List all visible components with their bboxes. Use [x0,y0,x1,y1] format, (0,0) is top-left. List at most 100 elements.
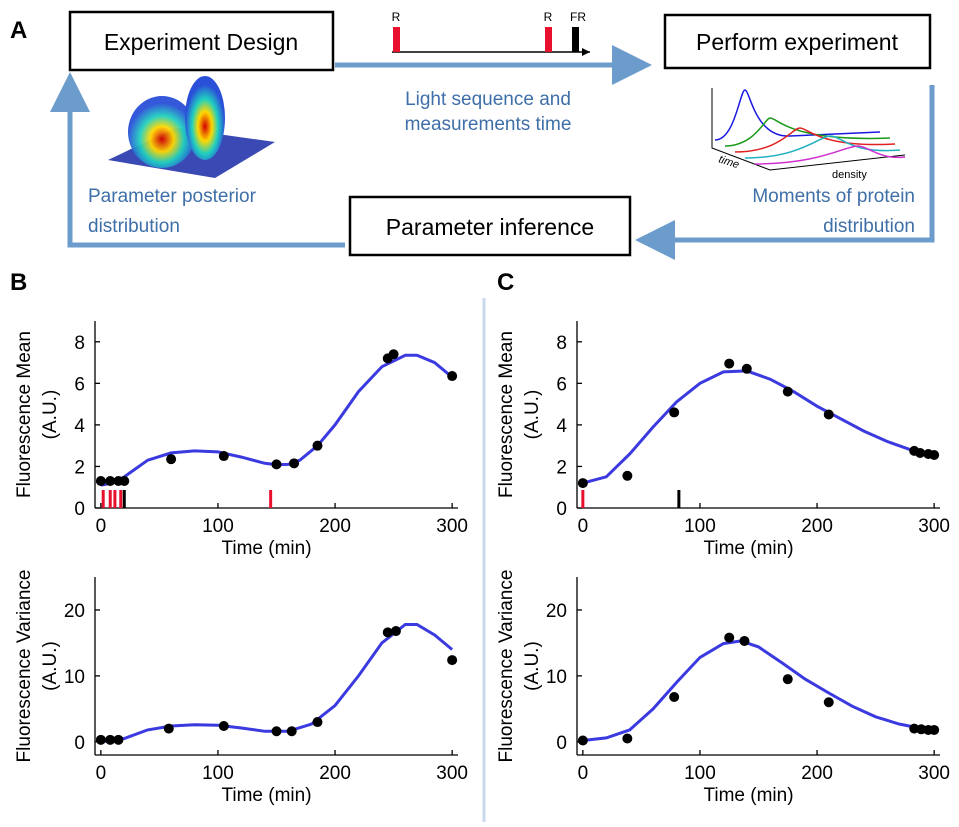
fit-line [100,623,454,744]
y-tick-label: 0 [556,733,567,754]
data-point [218,720,229,731]
data-point [929,724,940,735]
panel-label: C [497,269,514,296]
data-point [447,655,458,666]
x-tick-label: 0 [96,516,107,537]
box [663,13,932,70]
data-point [577,478,588,489]
data-point [388,349,399,360]
x-tick-label: 300 [918,516,950,537]
light-pulse [581,490,585,508]
y-tick-label: 2 [556,457,567,478]
fit-line [100,353,454,487]
data-point [382,627,393,638]
data-point [739,635,750,646]
data-point [289,458,300,469]
data-point [271,726,282,737]
panel-label: B [10,269,27,296]
y-label: (A.U.) [522,641,543,691]
light-pulse [119,490,123,508]
x-tick-label: 300 [436,516,468,537]
light-pulse [269,490,273,508]
data-point [447,371,458,382]
x-tick-label: 300 [436,763,468,784]
x-tick-label: 200 [319,763,351,784]
y-label: (A.U.) [522,390,543,440]
box-label: Experiment Design [104,29,298,55]
data-point [218,451,229,462]
x-tick-label: 100 [684,516,716,537]
box-label: Parameter inference [386,214,594,240]
posterior-surface [108,76,275,178]
box [348,195,632,257]
y-tick-label: 0 [556,499,567,520]
data-point [271,459,282,470]
y-label: (A.U.) [40,641,61,691]
data-point [929,450,940,461]
axis-note: density [832,169,867,181]
light-sequence: R R FR [392,10,590,56]
note: distribution [823,216,915,237]
note: Parameter posterior [88,186,257,207]
note: Moments of protein [752,186,915,207]
seq-label: R [392,10,401,24]
data-point [782,386,793,397]
data-point [622,733,633,744]
fit-line [582,369,935,485]
data-point [823,697,834,708]
note: measurements time [405,114,572,135]
y-label: Fluorescence Mean [496,331,517,498]
data-point [119,475,130,486]
data-point [823,409,834,420]
x-tick-label: 200 [319,516,351,537]
data-point [113,734,124,745]
data-point [95,734,106,745]
data-point [724,632,735,643]
data-point [669,407,680,418]
x-tick-label: 0 [578,763,589,784]
x-label: Time (min) [221,785,311,806]
data-point [312,440,323,451]
x-tick-label: 100 [684,763,716,784]
y-tick-label: 20 [546,601,567,622]
y-tick-label: 0 [74,499,85,520]
data-point [390,626,401,637]
x-tick-label: 100 [202,763,234,784]
x-label: Time (min) [703,785,793,806]
y-tick-label: 20 [64,601,85,622]
data-point [286,726,297,737]
y-label: Fluorescence Variance [496,570,517,763]
data-point [669,691,680,702]
y-tick-label: 2 [74,457,85,478]
y-tick-label: 0 [74,733,85,754]
axis-note: time [717,153,740,171]
x-label: Time (min) [703,538,793,559]
box-label: Perform experiment [696,29,899,55]
y-tick-label: 6 [74,374,85,395]
data-point [782,674,793,685]
x-tick-label: 0 [578,516,589,537]
x-label: Time (min) [221,538,311,559]
y-tick-label: 8 [74,333,85,354]
data-point [312,717,323,728]
light-pulse [101,490,105,508]
density-sketch: time density [711,88,906,181]
light-pulse [113,490,117,508]
light-pulse [677,490,681,508]
y-tick-label: 6 [556,374,567,395]
data-point [95,475,106,486]
panel-label: A [10,17,27,44]
data-point [724,358,735,369]
y-label: Fluorescence Variance [14,570,35,763]
data-point [622,470,633,481]
data-point [166,454,177,465]
y-tick-label: 10 [546,667,567,688]
note: Light sequence and [405,89,571,110]
data-point [577,735,588,746]
x-tick-label: 200 [801,763,833,784]
seq-label: R [544,10,553,24]
note: distribution [88,216,180,237]
y-tick-label: 4 [556,416,567,437]
